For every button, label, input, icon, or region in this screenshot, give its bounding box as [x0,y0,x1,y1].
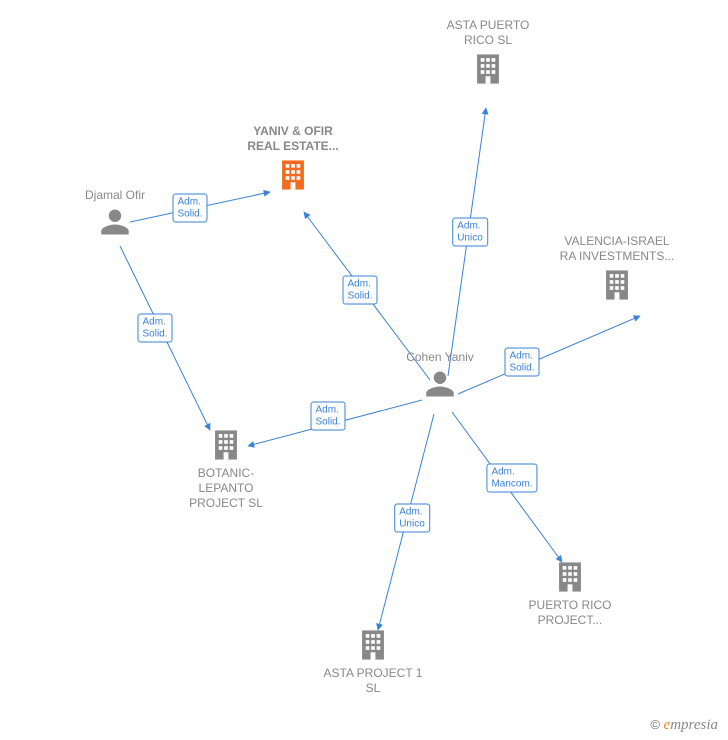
building-icon [602,268,632,302]
edge-label: Adm.Unico [452,218,488,247]
node-asta-puerto-rico[interactable]: ASTA PUERTO RICO SL [438,18,538,86]
footer-attribution: © empresia [650,717,718,734]
node-cohen-yaniv[interactable]: Cohen Yaniv [390,350,490,399]
node-label: PUERTO RICO PROJECT... [520,598,620,628]
building-icon [358,628,388,662]
edge-label: Adm.Solid. [342,276,377,305]
node-djamal-ofir[interactable]: Djamal Ofir [65,188,165,237]
node-label: ASTA PROJECT 1 SL [323,666,423,696]
edge-label: Adm.Solid. [310,402,345,431]
node-valencia-israel[interactable]: VALENCIA-ISRAEL RA INVESTMENTS... [557,234,677,302]
edge-label: Adm.Unico [394,504,430,533]
edge-label: Adm.Solid. [504,348,539,377]
building-icon [473,52,503,86]
building-icon [555,560,585,594]
node-asta-project-1[interactable]: ASTA PROJECT 1 SL [323,628,423,696]
edge-label: Adm.Mancom. [486,464,537,493]
person-icon [100,207,130,237]
node-puerto-rico-project[interactable]: PUERTO RICO PROJECT... [520,560,620,628]
node-yaniv-ofir-real-estate[interactable]: YANIV & OFIR REAL ESTATE... [238,124,348,192]
copyright-symbol: © [650,717,660,732]
node-label: YANIV & OFIR REAL ESTATE... [238,124,348,154]
edge-label: Adm.Solid. [137,314,172,343]
node-label: Cohen Yaniv [390,350,490,365]
node-label: BOTANIC-LEPANTO PROJECT SL [176,466,276,511]
building-icon [211,428,241,462]
brand-rest: mpresia [670,717,718,733]
edge-label: Adm.Solid. [172,194,207,223]
person-icon [425,369,455,399]
node-botanic-lepanto[interactable]: BOTANIC-LEPANTO PROJECT SL [176,428,276,511]
node-label: ASTA PUERTO RICO SL [438,18,538,48]
node-label: Djamal Ofir [65,188,165,203]
building-icon [278,158,308,192]
diagram-canvas: Adm.Solid. Adm.Solid. Adm.Solid. Adm.Unico A… [0,0,728,740]
node-label: VALENCIA-ISRAEL RA INVESTMENTS... [557,234,677,264]
